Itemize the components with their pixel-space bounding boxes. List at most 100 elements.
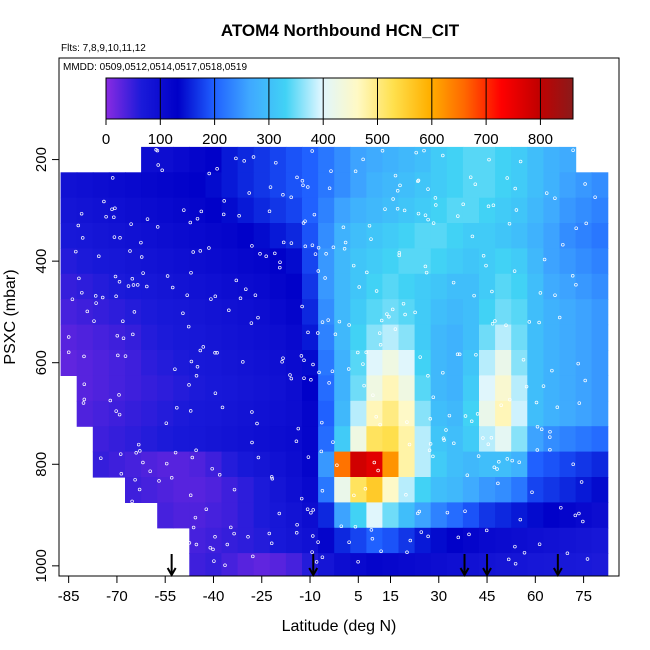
heatmap-cell	[414, 146, 432, 173]
heatmap-cell	[543, 273, 561, 300]
sample-point	[305, 507, 310, 511]
heatmap-cell	[462, 324, 480, 351]
sample-point	[513, 561, 518, 566]
heatmap-cell	[269, 451, 287, 478]
sample-point	[583, 182, 587, 186]
sample-point	[517, 460, 521, 464]
heatmap-cell	[205, 324, 223, 351]
heatmap-cell	[221, 400, 239, 427]
sample-point	[320, 320, 325, 324]
heatmap-cell	[479, 273, 496, 300]
heatmap-cell	[269, 273, 287, 300]
sample-point	[211, 547, 215, 552]
heatmap-cell	[269, 299, 287, 326]
sample-point	[250, 244, 254, 248]
heatmap-cell	[591, 451, 609, 478]
heatmap-cell	[92, 197, 110, 224]
sample-point	[490, 322, 495, 326]
heatmap-cell	[446, 400, 464, 427]
heatmap-cell	[446, 426, 464, 453]
y-axis-label: PSXC (mbar)	[2, 269, 19, 364]
sample-point	[398, 183, 402, 188]
sample-point	[131, 332, 135, 337]
heatmap-cell	[446, 223, 464, 249]
sample-point	[481, 436, 485, 440]
sample-point	[190, 455, 195, 460]
heatmap-cell	[285, 172, 303, 199]
sample-point	[182, 208, 186, 212]
heatmap-cell	[495, 197, 512, 224]
heatmap-cell	[76, 350, 94, 376]
heatmap-cell	[559, 146, 577, 173]
heatmap-cell	[382, 172, 400, 199]
heatmap-cell	[527, 527, 544, 554]
heatmap-cell	[527, 375, 544, 402]
location-arrow-head	[482, 567, 492, 578]
sample-point	[474, 352, 478, 357]
heatmap-cell	[334, 324, 351, 351]
heatmap-cell	[221, 324, 239, 351]
heatmap-cell	[221, 299, 239, 326]
sample-point	[232, 487, 237, 492]
heatmap-cell	[92, 299, 110, 326]
sample-point	[175, 405, 179, 410]
sample-point	[561, 242, 565, 247]
sample-point	[195, 365, 200, 369]
heatmap-cell	[76, 273, 94, 300]
heatmap-cell	[189, 197, 206, 224]
y-tick-label: 600	[33, 350, 50, 375]
sample-point	[343, 240, 348, 245]
sample-point	[320, 489, 325, 493]
heatmap-cell	[92, 172, 110, 199]
heatmap-cell	[141, 451, 158, 478]
heatmap-cell	[108, 451, 126, 478]
heatmap-cell	[60, 350, 78, 376]
sample-point	[378, 422, 382, 427]
sample-point	[112, 235, 117, 239]
sample-point	[505, 457, 510, 461]
heatmap-cell	[237, 197, 255, 224]
colorbar-tick-label: 200	[202, 131, 227, 148]
heatmap-cell	[141, 350, 158, 376]
heatmap-cell	[318, 553, 335, 576]
heatmap-cell	[591, 477, 609, 503]
heatmap-cell	[575, 375, 593, 402]
heatmap-cell	[173, 223, 190, 249]
heatmap-cell	[430, 502, 448, 529]
sample-point	[256, 315, 260, 320]
heatmap-cell	[125, 350, 142, 376]
heatmap-cell	[511, 146, 528, 173]
colorbar: 0 100 200 300 400 500 600 700 800	[102, 77, 574, 148]
sample-point	[188, 409, 193, 413]
sample-point	[189, 270, 193, 275]
heatmap-cell	[398, 451, 416, 478]
sample-point	[557, 315, 562, 320]
heatmap-cell	[446, 477, 464, 503]
sample-point	[487, 157, 491, 162]
sample-point	[213, 535, 217, 539]
sample-point	[141, 271, 145, 275]
heatmap-cell	[559, 172, 577, 199]
location-arrow-head	[166, 567, 177, 578]
heatmap-cell	[221, 553, 239, 576]
sample-point	[164, 421, 169, 425]
sample-point	[499, 403, 503, 407]
x-tick-label: 75	[575, 588, 592, 605]
heatmap-cell	[253, 426, 271, 453]
heatmap-cell	[575, 426, 593, 453]
sample-point	[472, 293, 476, 298]
sample-point	[513, 544, 517, 549]
heatmap-cell	[125, 223, 142, 249]
heatmap-cell	[302, 172, 319, 199]
heatmap-cell	[334, 350, 351, 376]
sample-point	[155, 225, 160, 229]
heatmap-cell	[446, 527, 464, 554]
heatmap-cell	[269, 223, 287, 249]
heatmap-cell	[205, 400, 223, 427]
heatmap-cell	[189, 477, 206, 503]
heatmap-cell	[269, 553, 287, 576]
sample-point	[555, 405, 560, 410]
heatmap-cell	[221, 426, 239, 453]
heatmap-cell	[414, 299, 432, 326]
sample-point	[300, 179, 305, 183]
